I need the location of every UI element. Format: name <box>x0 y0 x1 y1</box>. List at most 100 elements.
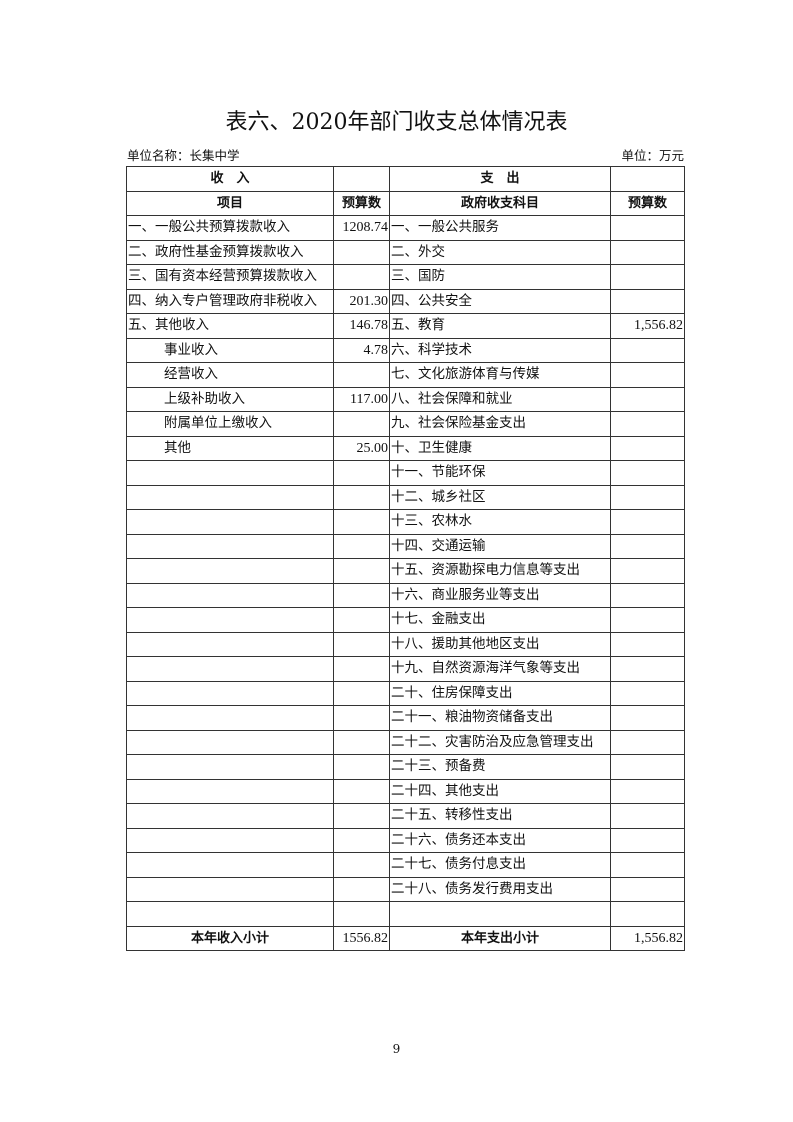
expense-subject: 十七、金融支出 <box>389 607 611 633</box>
table-row: 其他 25.00 十、卫生健康 <box>126 435 685 461</box>
table-row: 十三、农林水 <box>126 509 685 535</box>
income-header: 收 入 <box>126 166 334 192</box>
expense-subject <box>389 901 611 927</box>
expense-subject: 十五、资源勘探电力信息等支出 <box>389 558 611 584</box>
budget-header-2: 预算数 <box>610 190 685 216</box>
expense-value <box>610 876 685 902</box>
expense-subject: 二、外交 <box>389 239 611 265</box>
expense-subject: 二十二、灾害防治及应急管理支出 <box>389 729 611 755</box>
table-row: 十九、自然资源海洋气象等支出 <box>126 656 685 682</box>
income-item <box>126 607 334 633</box>
income-value <box>333 705 390 731</box>
income-item: 二、政府性基金预算拨款收入 <box>126 239 334 265</box>
expense-value <box>610 264 685 290</box>
expense-value <box>610 680 685 706</box>
expense-subject: 二十、住房保障支出 <box>389 680 611 706</box>
page-number: 9 <box>392 1042 401 1056</box>
expense-value <box>610 582 685 608</box>
expense-subject: 十三、农林水 <box>389 509 611 535</box>
income-value: 146.78 <box>333 313 390 339</box>
income-value <box>333 901 390 927</box>
income-item: 事业收入 <box>126 337 334 363</box>
expense-subject: 六、科学技术 <box>389 337 611 363</box>
income-total-label: 本年收入小计 <box>126 925 334 951</box>
income-item: 三、国有资本经营预算拨款收入 <box>126 264 334 290</box>
income-value <box>333 852 390 878</box>
income-item <box>126 558 334 584</box>
income-value <box>333 680 390 706</box>
table-row <box>126 901 685 927</box>
income-value <box>333 656 390 682</box>
expense-value <box>610 337 685 363</box>
unit-label: 单位：万元 <box>621 148 684 163</box>
table-row: 二十六、债务还本支出 <box>126 827 685 853</box>
income-value <box>333 582 390 608</box>
table-row: 上级补助收入 117.00 八、社会保障和就业 <box>126 386 685 412</box>
table-row: 十四、交通运输 <box>126 533 685 559</box>
empty-cell <box>610 166 685 192</box>
income-item <box>126 582 334 608</box>
income-item <box>126 827 334 853</box>
income-item <box>126 656 334 682</box>
income-value: 1208.74 <box>333 215 390 241</box>
expense-value <box>610 827 685 853</box>
income-value <box>333 239 390 265</box>
income-value <box>333 607 390 633</box>
expense-subject: 二十三、预备费 <box>389 754 611 780</box>
expense-value <box>610 631 685 657</box>
income-value: 25.00 <box>333 435 390 461</box>
income-value <box>333 460 390 486</box>
income-value <box>333 729 390 755</box>
income-value <box>333 362 390 388</box>
expense-value <box>610 386 685 412</box>
expense-subject: 九、社会保险基金支出 <box>389 411 611 437</box>
income-value <box>333 631 390 657</box>
expense-value <box>610 607 685 633</box>
item-header: 项目 <box>126 190 334 216</box>
income-item <box>126 509 334 535</box>
expense-subject: 二十八、债务发行费用支出 <box>389 876 611 902</box>
expense-total-label: 本年支出小计 <box>389 925 611 951</box>
income-item: 其他 <box>126 435 334 461</box>
income-item <box>126 778 334 804</box>
income-value <box>333 827 390 853</box>
expense-subject: 十六、商业服务业等支出 <box>389 582 611 608</box>
income-value <box>333 803 390 829</box>
expense-value <box>610 484 685 510</box>
expense-subject: 十、卫生健康 <box>389 435 611 461</box>
table-row: 五、其他收入 146.78 五、教育 1,556.82 <box>126 313 685 339</box>
income-item: 上级补助收入 <box>126 386 334 412</box>
expense-value <box>610 901 685 927</box>
expense-subject: 四、公共安全 <box>389 288 611 314</box>
expense-value <box>610 215 685 241</box>
subject-header: 政府收支科目 <box>389 190 611 216</box>
expense-subject: 一、一般公共服务 <box>389 215 611 241</box>
table-row: 二、政府性基金预算拨款收入 二、外交 <box>126 239 685 265</box>
income-item <box>126 852 334 878</box>
unit-name: 单位名称：长集中学 <box>127 148 240 163</box>
expense-subject: 五、教育 <box>389 313 611 339</box>
table-row: 二十七、债务付息支出 <box>126 852 685 878</box>
table-row: 二十三、预备费 <box>126 754 685 780</box>
table-row: 事业收入 4.78 六、科学技术 <box>126 337 685 363</box>
income-value <box>333 484 390 510</box>
income-value: 117.00 <box>333 386 390 412</box>
expense-subject: 三、国防 <box>389 264 611 290</box>
income-value <box>333 876 390 902</box>
income-item <box>126 754 334 780</box>
table-row: 十五、资源勘探电力信息等支出 <box>126 558 685 584</box>
table-row: 十二、城乡社区 <box>126 484 685 510</box>
table-row: 二十、住房保障支出 <box>126 680 685 706</box>
expense-value <box>610 803 685 829</box>
income-item <box>126 901 334 927</box>
income-value <box>333 778 390 804</box>
expense-subject: 十九、自然资源海洋气象等支出 <box>389 656 611 682</box>
expense-value <box>610 509 685 535</box>
income-item <box>126 484 334 510</box>
income-item: 一、一般公共预算拨款收入 <box>126 215 334 241</box>
expense-value <box>610 558 685 584</box>
table-row: 十一、节能环保 <box>126 460 685 486</box>
income-item: 四、纳入专户管理政府非税收入 <box>126 288 334 314</box>
income-value <box>333 509 390 535</box>
empty-cell <box>333 166 390 192</box>
